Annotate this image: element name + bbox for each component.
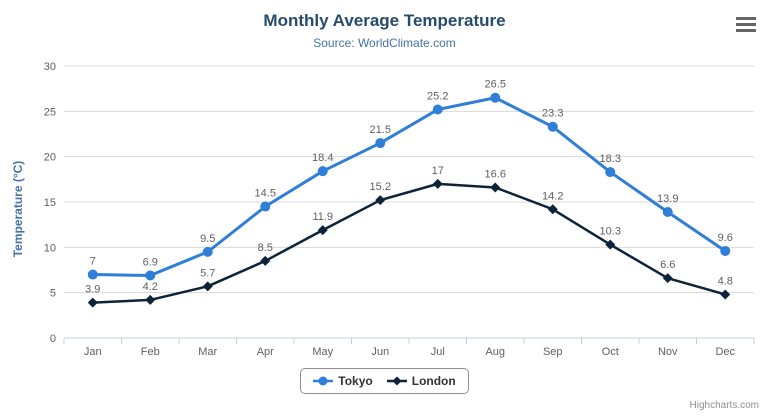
y-axis-title: Temperature (°C) (11, 160, 25, 258)
x-tick-label: Feb (141, 346, 160, 358)
y-tick-label: 5 (50, 288, 56, 300)
data-label: 14.5 (255, 188, 276, 200)
data-point-tokyo[interactable] (490, 92, 501, 103)
chart-title: Monthly Average Temperature (263, 11, 506, 30)
data-point-london[interactable] (317, 225, 328, 236)
y-tick-label: 0 (50, 333, 56, 345)
hamburger-icon (736, 22, 756, 26)
data-label: 5.7 (200, 267, 215, 279)
data-point-london[interactable] (720, 289, 731, 300)
x-tick-label: Apr (257, 346, 274, 358)
series-line-tokyo (91, 96, 727, 277)
data-label: 8.5 (258, 242, 273, 254)
data-label: 16.6 (485, 168, 506, 180)
data-label: 18.4 (312, 152, 333, 164)
credits-link[interactable]: Highcharts.com (689, 400, 759, 411)
legend: Tokyo London (0, 368, 769, 394)
x-tick-label: Jan (84, 346, 102, 358)
data-point-london[interactable] (605, 239, 616, 250)
legend-marker-circle-icon (313, 376, 334, 386)
data-point-tokyo[interactable] (662, 206, 673, 217)
y-tick-label: 10 (44, 242, 56, 254)
data-label: 4.8 (718, 275, 733, 287)
series-line-london (91, 182, 727, 304)
y-tick-label: 30 (44, 61, 56, 73)
x-tick-label: Nov (658, 346, 678, 358)
data-label: 14.2 (542, 190, 563, 202)
y-tick-label: 15 (44, 197, 56, 209)
x-tick-label: Oct (602, 346, 619, 358)
data-label: 6.9 (143, 256, 158, 268)
legend-item-tokyo[interactable]: Tokyo (313, 374, 373, 388)
legend-box: Tokyo London (300, 368, 469, 394)
x-tick-label: Mar (198, 346, 217, 358)
data-point-tokyo[interactable] (260, 201, 271, 212)
y-tick-label: 25 (44, 106, 56, 118)
legend-marker-diamond-icon (386, 376, 407, 386)
data-point-london[interactable] (260, 255, 271, 266)
data-point-tokyo[interactable] (145, 270, 156, 281)
data-point-tokyo[interactable] (202, 246, 213, 257)
legend-label: Tokyo (338, 374, 373, 388)
data-point-tokyo[interactable] (375, 138, 386, 149)
data-point-tokyo[interactable] (432, 104, 443, 115)
data-point-tokyo[interactable] (87, 269, 98, 280)
data-point-london[interactable] (432, 178, 443, 189)
x-tick-label: Jun (371, 346, 389, 358)
x-tick-label: Jul (431, 346, 445, 358)
chart-subtitle: Source: WorldClimate.com (313, 36, 456, 50)
data-label: 21.5 (370, 124, 391, 136)
data-label: 18.3 (600, 153, 621, 165)
legend-item-london[interactable]: London (386, 374, 456, 388)
data-label: 11.9 (312, 211, 333, 223)
x-tick-label: Dec (715, 346, 735, 358)
data-label: 7 (90, 256, 96, 268)
data-label: 23.3 (542, 108, 563, 120)
data-point-london[interactable] (375, 195, 386, 206)
data-point-london[interactable] (662, 273, 673, 284)
data-point-london[interactable] (87, 297, 98, 308)
data-label: 15.2 (370, 181, 391, 193)
data-label: 13.9 (657, 193, 678, 205)
data-label: 9.5 (200, 233, 215, 245)
data-point-london[interactable] (490, 182, 501, 193)
data-point-london[interactable] (202, 281, 213, 292)
hamburger-icon (736, 28, 756, 32)
data-point-london[interactable] (547, 204, 558, 215)
data-label: 3.9 (85, 284, 100, 296)
data-point-tokyo[interactable] (547, 121, 558, 132)
data-point-london[interactable] (145, 294, 156, 305)
data-point-tokyo[interactable] (317, 166, 328, 177)
export-menu-button[interactable] (734, 13, 758, 35)
data-label: 26.5 (485, 79, 506, 91)
data-point-tokyo[interactable] (720, 245, 731, 256)
y-tick-label: 20 (44, 152, 56, 164)
data-point-tokyo[interactable] (605, 167, 616, 178)
x-tick-label: May (312, 346, 333, 358)
legend-label: London (411, 374, 456, 388)
data-label: 17 (432, 165, 444, 177)
data-label: 25.2 (427, 91, 448, 103)
data-label: 10.3 (600, 226, 621, 238)
x-tick-label: Aug (485, 346, 505, 358)
data-label: 9.6 (718, 232, 733, 244)
x-tick-label: Sep (543, 346, 563, 358)
data-label: 4.2 (143, 281, 158, 293)
hamburger-icon (736, 16, 756, 20)
data-label: 6.6 (660, 259, 675, 271)
